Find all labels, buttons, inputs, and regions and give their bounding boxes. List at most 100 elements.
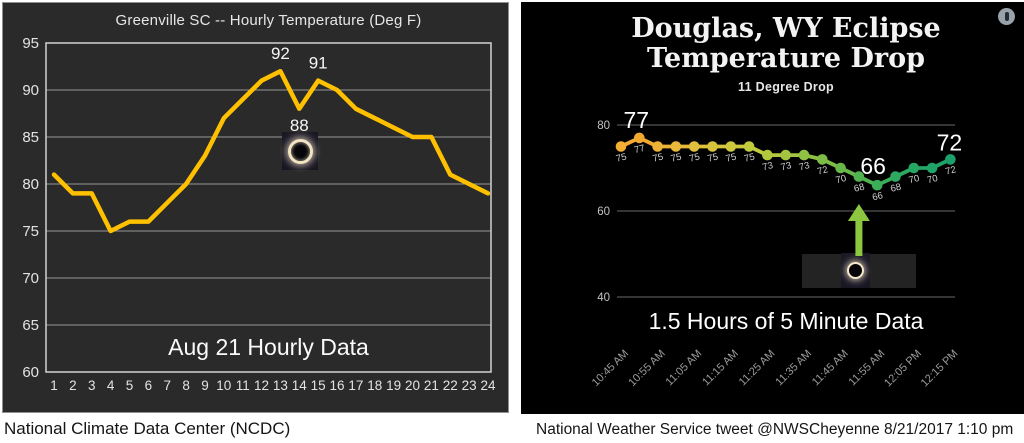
y-tick-label: 65 (22, 317, 39, 334)
x-tick-label: 10:55 AM (626, 348, 667, 389)
point-value-label: 73 (780, 160, 793, 173)
x-tick-label: 11:35 AM (773, 348, 814, 389)
right-chart-title: Douglas, WY Eclipse Temperature Drop (551, 14, 1021, 74)
x-tick-label: 1 (50, 378, 58, 393)
x-tick-label: 21 (424, 378, 439, 393)
data-point (725, 141, 737, 152)
point-value-label: 70 (908, 173, 921, 186)
x-tick-label: 16 (330, 378, 345, 393)
eclipse-corona-icon (847, 262, 864, 279)
y-tick-label: 75 (22, 223, 39, 240)
eclipse-arrow-head (847, 204, 870, 221)
x-tick-label: 23 (462, 378, 477, 393)
data-point (743, 141, 755, 152)
point-value-label: 77 (633, 143, 646, 156)
y-tick-label: 80 (22, 176, 39, 193)
left-chart-title: Greenville SC -- Hourly Temperature (Deg… (115, 12, 422, 29)
point-value-label: 91 (309, 54, 328, 73)
data-point (615, 141, 627, 152)
plot-border (45, 42, 492, 373)
data-point (707, 141, 718, 152)
right-caption: National Weather Service tweet @NWSCheye… (536, 421, 1014, 438)
data-point (688, 141, 700, 152)
x-tick-label: 11:05 AM (664, 348, 705, 389)
x-tick-label: 11:45 AM (810, 348, 851, 389)
left-chart-annotation: Aug 21 Hourly Data (168, 334, 369, 360)
x-tick-label: 14 (292, 378, 308, 393)
x-tick-label: 9 (201, 378, 209, 393)
data-point (871, 179, 883, 191)
point-value-label: 66 (871, 190, 884, 203)
x-tick-label: 24 (480, 378, 496, 393)
point-value-label: 75 (670, 151, 683, 164)
data-point (634, 132, 645, 144)
greenville-chart-panel: Greenville SC -- Hourly Temperature (Deg… (2, 2, 509, 413)
point-value-label: 75 (688, 151, 701, 164)
x-tick-label: 4 (107, 378, 115, 393)
data-point (890, 171, 901, 182)
x-tick-label: 22 (443, 378, 458, 393)
left-caption: National Climate Data Center (NCDC) (4, 419, 291, 438)
point-value-label: 88 (290, 116, 309, 135)
x-tick-label: 15 (311, 378, 326, 393)
x-tick-label: 11 (236, 378, 250, 393)
data-point (780, 149, 791, 161)
right-chart-title-line2: Temperature Drop (647, 43, 925, 74)
x-tick-label: 12:05 PM (882, 348, 924, 390)
point-value-label: 75 (652, 151, 665, 164)
x-tick-label: 11:55 AM (847, 348, 888, 389)
x-tick-label: 12:15 PM (919, 348, 961, 390)
point-value-label: 75 (706, 151, 719, 164)
x-tick-label: 2 (69, 378, 77, 393)
point-value-label: 70 (835, 173, 848, 186)
x-tick-label: 11:15 AM (700, 348, 741, 389)
info-icon-bar (1004, 12, 1009, 21)
point-value-label: 72 (816, 164, 829, 177)
eclipse-corona-icon (287, 138, 313, 164)
data-point (652, 141, 663, 152)
right-chart-subtitle: 11 Degree Drop (738, 80, 834, 94)
y-tick-label: 60 (22, 364, 39, 381)
temperature-line (51, 68, 491, 234)
big-value-label: 66 (860, 153, 886, 179)
x-tick-label: 12 (254, 378, 269, 393)
data-point (926, 162, 938, 174)
x-tick-label: 20 (405, 378, 420, 393)
x-tick-label: 3 (88, 378, 96, 393)
x-tick-label: 8 (182, 378, 190, 393)
x-tick-label: 11:25 AM (737, 348, 778, 389)
data-point (853, 171, 865, 182)
big-value-label: 72 (937, 129, 963, 155)
eclipse-arrow-stem (855, 219, 863, 256)
data-point (908, 162, 920, 174)
data-point (835, 162, 846, 174)
point-value-label: 92 (271, 44, 290, 63)
x-tick-label: 17 (348, 378, 363, 393)
point-value-label: 68 (889, 182, 902, 195)
y-tick-label: 95 (22, 35, 39, 52)
x-tick-label: 6 (145, 378, 153, 393)
y-tick-label: 85 (22, 129, 39, 146)
data-point (817, 154, 828, 165)
data-point (945, 154, 956, 165)
right-chart-title-line1: Douglas, WY Eclipse (631, 13, 941, 44)
point-value-label: 68 (853, 182, 866, 195)
x-tick-label: 10:45 AM (590, 348, 631, 389)
eclipse-photo-icon (282, 132, 318, 170)
x-tick-label: 5 (126, 378, 134, 393)
point-value-label: 75 (615, 151, 628, 164)
point-value-label: 70 (926, 173, 939, 186)
x-tick-label: 19 (386, 378, 401, 393)
x-tick-label: 10 (216, 378, 231, 393)
info-icon[interactable] (998, 8, 1015, 25)
data-point (762, 149, 773, 161)
douglas-chart-panel: Douglas, WY Eclipse Temperature Drop 11 … (521, 2, 1024, 414)
x-tick-label: 13 (273, 378, 288, 393)
eclipse-photo-icon (841, 253, 870, 288)
point-value-label: 75 (725, 151, 738, 164)
right-chart-annotation: 1.5 Hours of 5 Minute Data (648, 308, 924, 334)
big-value-label: 77 (624, 107, 650, 133)
